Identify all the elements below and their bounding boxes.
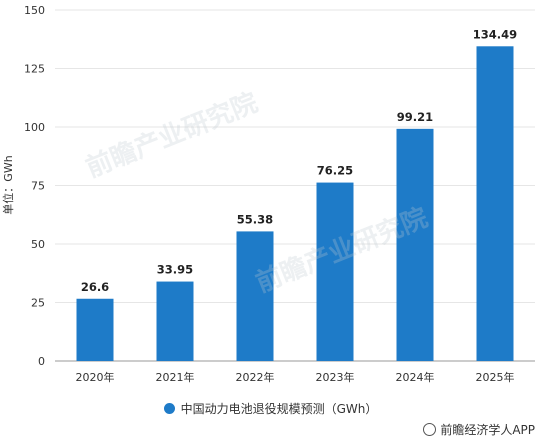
x-tick-label: 2021年 [156,370,195,384]
legend-label: 中国动力电池退役规模预测（GWh） [180,402,378,416]
bar [76,298,114,361]
y-axis-ticks: 0 25 50 75 100 125 150 [24,4,45,368]
value-label: 99.21 [397,110,433,124]
x-tick-label: 2025年 [476,370,515,384]
y-tick-label: 100 [24,121,45,134]
value-label: 26.6 [81,280,109,294]
logo-icon [423,423,437,436]
y-tick-label: 125 [24,63,45,76]
legend: 中国动力电池退役规模预测（GWh） [0,400,541,417]
y-tick-label: 50 [31,238,45,251]
bar [156,281,194,361]
y-tick-label: 75 [31,180,45,193]
bar [396,128,434,361]
source-label: 前瞻经济学人APP [440,423,535,437]
bar [236,231,274,361]
legend-marker-icon [163,403,175,414]
value-labels: 26.6 33.95 55.38 76.25 99.21 134.49 [81,27,517,293]
value-label: 134.49 [473,27,517,41]
y-tick-label: 150 [24,4,45,17]
gridlines [55,9,535,303]
value-label: 76.25 [317,164,353,178]
x-tick-label: 2020年 [76,370,115,384]
x-tick-label: 2023年 [316,370,355,384]
bars [76,46,514,362]
value-label: 55.38 [237,212,273,226]
x-axis-ticks: 2020年 2021年 2022年 2023年 2024年 2025年 [76,370,515,384]
source-credit: 前瞻经济学人APP [423,421,535,438]
y-axis-label: 单位：GWh [1,155,15,214]
x-tick-label: 2024年 [396,370,435,384]
y-tick-label: 25 [31,297,45,310]
x-tick-label: 2022年 [236,370,275,384]
bar [476,46,514,362]
value-label: 33.95 [157,263,193,277]
bar [316,182,354,361]
y-tick-label: 0 [38,355,45,368]
